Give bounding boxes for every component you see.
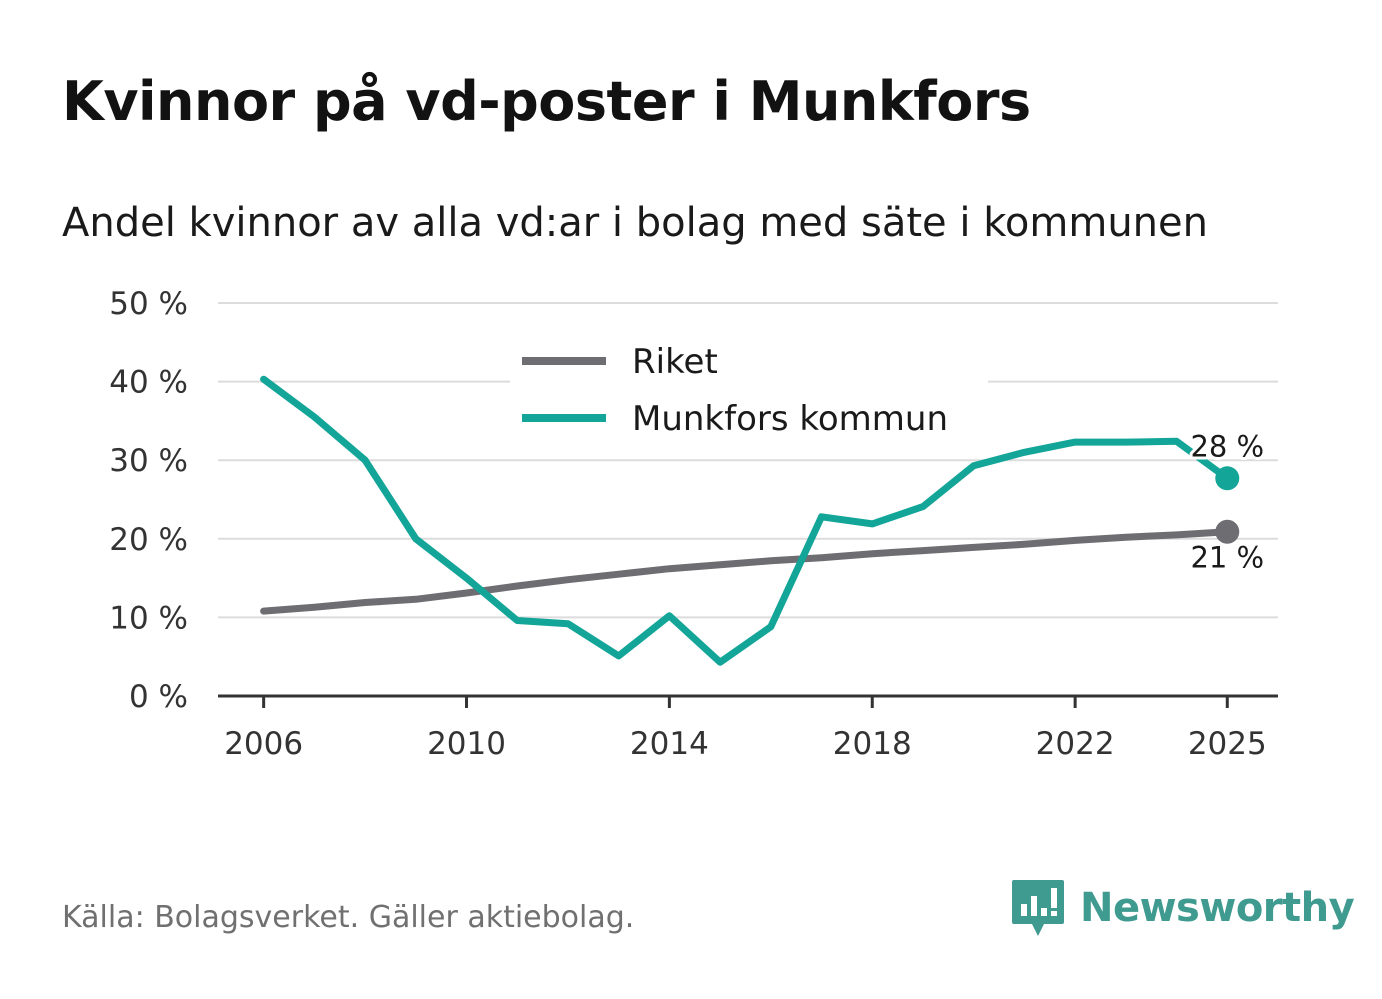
grid-lines [218,302,1278,698]
riket-end-label: 21 % [1190,541,1264,575]
x-tick-label: 2014 [630,726,709,762]
series-lines [260,375,1231,666]
newsworthy-icon [1012,880,1064,936]
x-tick-label: 2018 [833,726,912,762]
y-tick-label: 30 % [109,443,188,479]
x-tick-label: 2025 [1188,726,1267,762]
chart-title: Kvinnor på vd-poster i Munkfors [62,70,1031,133]
legend-background [510,338,988,444]
x-axis-ticks: 2006 2010 2014 2018 2022 2025 [224,696,1267,762]
y-axis-ticks: 0 % 10 % 20 % 30 % 40 % 50 % [109,286,188,715]
legend-label-riket: Riket [632,342,718,382]
chart-subtitle: Andel kvinnor av alla vd:ar i bolag med … [62,200,1208,246]
y-tick-label: 0 % [129,679,188,715]
brand-logo: Newsworthy [1010,878,1355,938]
riket-end-point [1215,519,1240,544]
y-tick-label: 40 % [109,365,188,401]
munkfors-line [260,375,1231,666]
y-tick-label: 50 % [109,286,188,322]
munkfors-end-label: 28 % [1190,429,1264,463]
x-tick-label: 2006 [224,726,303,762]
munkfors-end-point [1215,466,1240,491]
end-points: 21 % 28 % [1187,426,1267,577]
source-note: Källa: Bolagsverket. Gäller aktiebolag. [62,900,635,935]
x-tick-label: 2010 [427,726,506,762]
riket-line [260,528,1231,615]
brand-name: Newsworthy [1080,885,1355,931]
legend: Riket Munkfors kommun [510,338,988,444]
y-tick-label: 20 % [109,522,188,558]
x-tick-label: 2022 [1036,726,1115,762]
legend-label-munkfors: Munkfors kommun [632,399,948,439]
y-tick-label: 10 % [109,600,188,636]
